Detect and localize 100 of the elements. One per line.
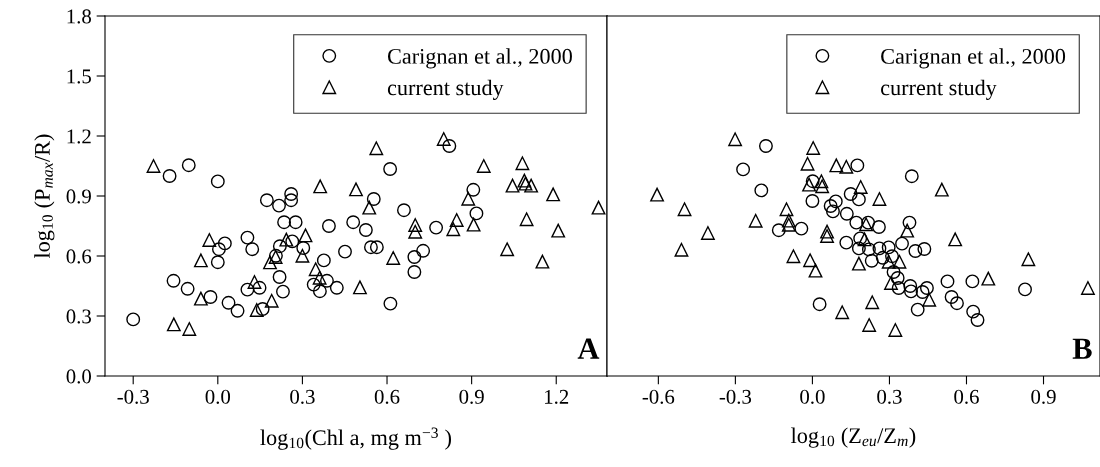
- point: [203, 290, 218, 304]
- point: [369, 240, 384, 255]
- point: [146, 159, 161, 173]
- point: [829, 158, 844, 173]
- y-axis-title: log$_{10}$ (P$_{max}$/R): [34, 134, 55, 259]
- point: [940, 274, 955, 289]
- x-tick-label: 0.6: [374, 389, 400, 404]
- point: [881, 254, 896, 269]
- point: [396, 203, 411, 218]
- point: [890, 271, 905, 285]
- point: [408, 218, 423, 232]
- point: [851, 256, 866, 271]
- point: [416, 243, 431, 258]
- point: [881, 240, 896, 255]
- point: [700, 226, 715, 240]
- point: [272, 270, 287, 284]
- point: [353, 280, 367, 295]
- point: [298, 228, 313, 243]
- x-tick-label: 0.9: [459, 389, 484, 404]
- point: [843, 187, 858, 201]
- point: [950, 296, 964, 311]
- annotation: A: [577, 338, 600, 359]
- point: [429, 220, 444, 235]
- point: [800, 156, 815, 171]
- point: [853, 180, 868, 194]
- point: [408, 224, 423, 239]
- point: [915, 285, 930, 299]
- point: [820, 224, 834, 239]
- point: [677, 202, 692, 217]
- point: [812, 297, 827, 312]
- point: [296, 241, 311, 255]
- point: [407, 250, 422, 264]
- x-tick-label: 0.3: [290, 389, 315, 404]
- point: [249, 303, 264, 317]
- point: [364, 240, 378, 255]
- point: [519, 212, 534, 227]
- point: [210, 255, 225, 270]
- point: [861, 242, 876, 257]
- point: [279, 232, 294, 247]
- point: [320, 273, 334, 288]
- y-tick-label: 1.2: [67, 129, 91, 144]
- point: [263, 255, 277, 270]
- point: [193, 291, 208, 306]
- legend-label: current study: [387, 79, 504, 100]
- point: [1018, 282, 1032, 297]
- point: [272, 198, 286, 213]
- point: [650, 187, 665, 202]
- x-tick-label: 0.0: [205, 389, 231, 404]
- point: [255, 302, 270, 316]
- point: [875, 250, 890, 265]
- point: [180, 281, 195, 296]
- point: [358, 223, 373, 237]
- point: [781, 217, 796, 232]
- point: [805, 194, 820, 208]
- point: [285, 234, 300, 249]
- point: [383, 296, 398, 311]
- point: [217, 236, 232, 251]
- point: [884, 276, 898, 290]
- point: [259, 193, 274, 208]
- legend-label: Carignan et al., 2000: [881, 48, 1066, 69]
- point: [284, 193, 299, 208]
- point: [546, 187, 561, 202]
- point: [781, 213, 796, 228]
- point: [436, 132, 451, 146]
- point: [814, 174, 829, 189]
- point: [162, 169, 177, 183]
- point: [820, 229, 834, 243]
- point: [903, 279, 918, 293]
- point: [288, 215, 303, 230]
- point: [851, 192, 866, 207]
- point: [461, 191, 476, 206]
- point: [771, 223, 786, 238]
- point: [1080, 281, 1095, 295]
- point: [786, 249, 801, 264]
- point: [295, 248, 310, 263]
- x-tick-label: -0.3: [719, 389, 752, 404]
- point: [922, 292, 937, 307]
- point: [806, 141, 821, 155]
- point: [591, 200, 606, 215]
- annotation: B: [1072, 338, 1092, 359]
- point: [535, 254, 550, 269]
- point: [277, 215, 292, 230]
- point: [316, 253, 331, 268]
- x-axis-title: log$_{10}$ (Z$_{eu}$/Z$_{m}$): [791, 427, 916, 448]
- point: [366, 192, 381, 206]
- point: [803, 253, 818, 268]
- point: [306, 277, 321, 292]
- point: [904, 169, 919, 184]
- point: [966, 304, 981, 319]
- x-tick-label: 0.3: [877, 389, 902, 404]
- point: [754, 183, 769, 198]
- point: [182, 322, 197, 336]
- x-tick-label: -0.6: [642, 389, 675, 404]
- point: [386, 251, 401, 265]
- point: [515, 156, 530, 171]
- point: [1021, 252, 1036, 267]
- point: [247, 275, 262, 289]
- point: [505, 178, 520, 193]
- point: [862, 318, 877, 332]
- point: [839, 235, 854, 250]
